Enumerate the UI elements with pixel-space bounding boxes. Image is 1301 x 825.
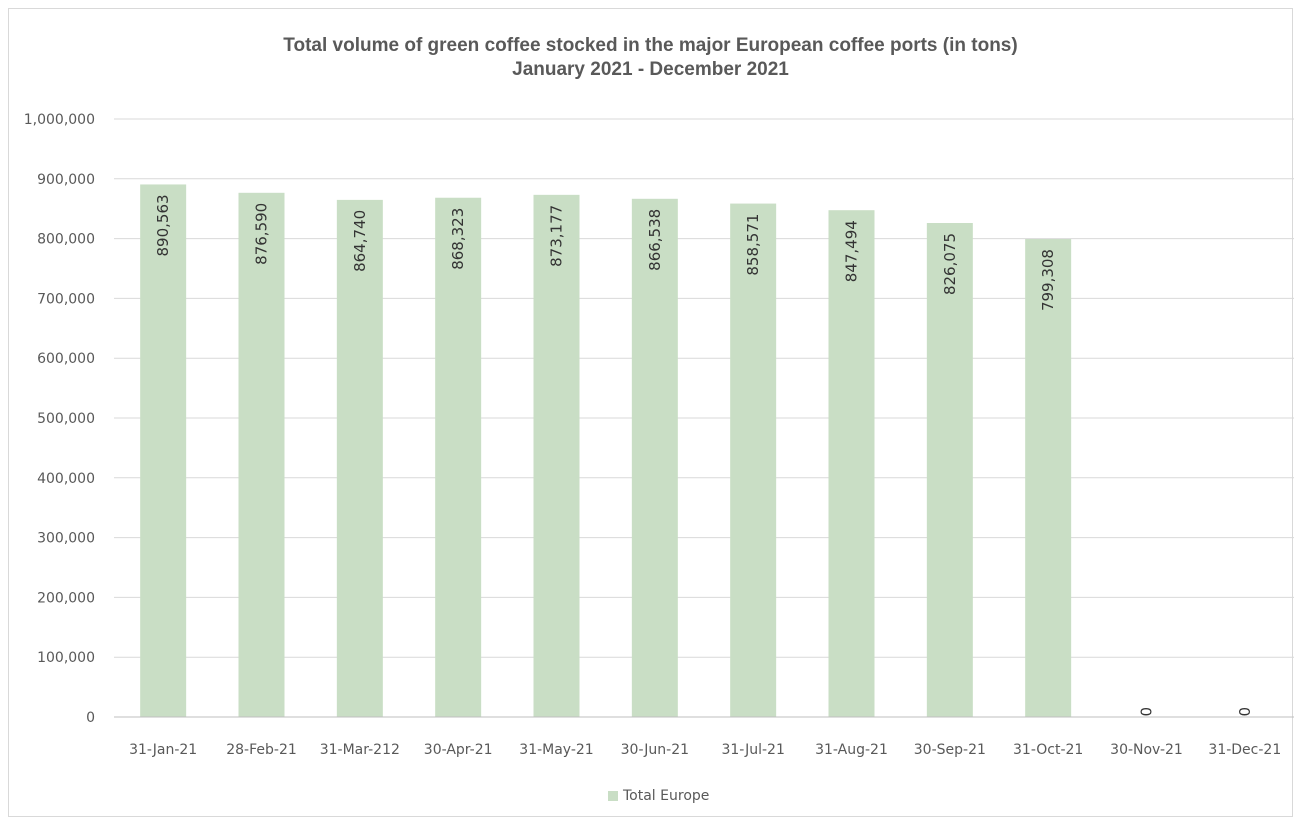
bar (533, 194, 580, 717)
x-tick-label: 31-May-21 (519, 742, 593, 758)
y-tick-label: 0 (86, 710, 95, 726)
bar (435, 197, 482, 717)
data-label: 890,563 (154, 194, 172, 256)
x-tick-label: 31-Oct-21 (1013, 742, 1083, 758)
y-tick-label: 400,000 (37, 471, 95, 487)
y-tick-label: 600,000 (37, 351, 95, 367)
chart-title: Total volume of green coffee stocked in … (283, 35, 1018, 56)
chart-subtitle: January 2021 - December 2021 (512, 59, 789, 80)
y-tick-label: 200,000 (37, 590, 95, 606)
legend-label: Total Europe (623, 788, 710, 804)
x-tick-label: 31-Mar-212 (320, 742, 400, 758)
data-label: 866,538 (646, 209, 664, 271)
y-tick-label: 300,000 (37, 531, 95, 547)
y-tick-label: 100,000 (37, 650, 95, 666)
legend-swatch (608, 791, 618, 801)
data-label: 847,494 (843, 220, 861, 282)
legend: Total Europe (608, 788, 709, 804)
x-tick-label: 28-Feb-21 (226, 742, 297, 758)
x-tick-label: 31-Jan-21 (129, 742, 197, 758)
bar (926, 223, 973, 718)
data-label: 873,177 (548, 205, 566, 267)
bar (631, 198, 678, 717)
data-label: 0 (1138, 707, 1156, 717)
bar (238, 192, 285, 717)
data-label: 858,571 (744, 214, 762, 276)
data-label: 0 (1236, 707, 1254, 717)
x-tick-label: 31-Jul-21 (721, 742, 784, 758)
x-tick-label: 30-Jun-21 (621, 742, 689, 758)
x-tick-label: 30-Nov-21 (1110, 742, 1183, 758)
data-label: 864,740 (351, 210, 369, 272)
bar (730, 203, 777, 718)
bar (336, 199, 383, 717)
x-tick-label: 30-Apr-21 (424, 742, 493, 758)
y-tick-label: 500,000 (37, 411, 95, 427)
bar (1025, 239, 1072, 718)
data-label: 876,590 (253, 203, 271, 265)
y-tick-label: 1,000,000 (24, 112, 95, 128)
data-label: 799,308 (1039, 249, 1057, 311)
bar (140, 184, 187, 717)
y-tick-label: 800,000 (37, 232, 95, 248)
y-tick-label: 900,000 (37, 172, 95, 188)
x-tick-label: 30-Sep-21 (914, 742, 986, 758)
data-label: 826,075 (941, 233, 959, 295)
y-tick-label: 700,000 (37, 291, 95, 307)
x-tick-label: 31-Aug-21 (815, 742, 888, 758)
data-label: 868,323 (449, 208, 467, 270)
x-tick-label: 31-Dec-21 (1208, 742, 1281, 758)
bar (828, 210, 875, 717)
